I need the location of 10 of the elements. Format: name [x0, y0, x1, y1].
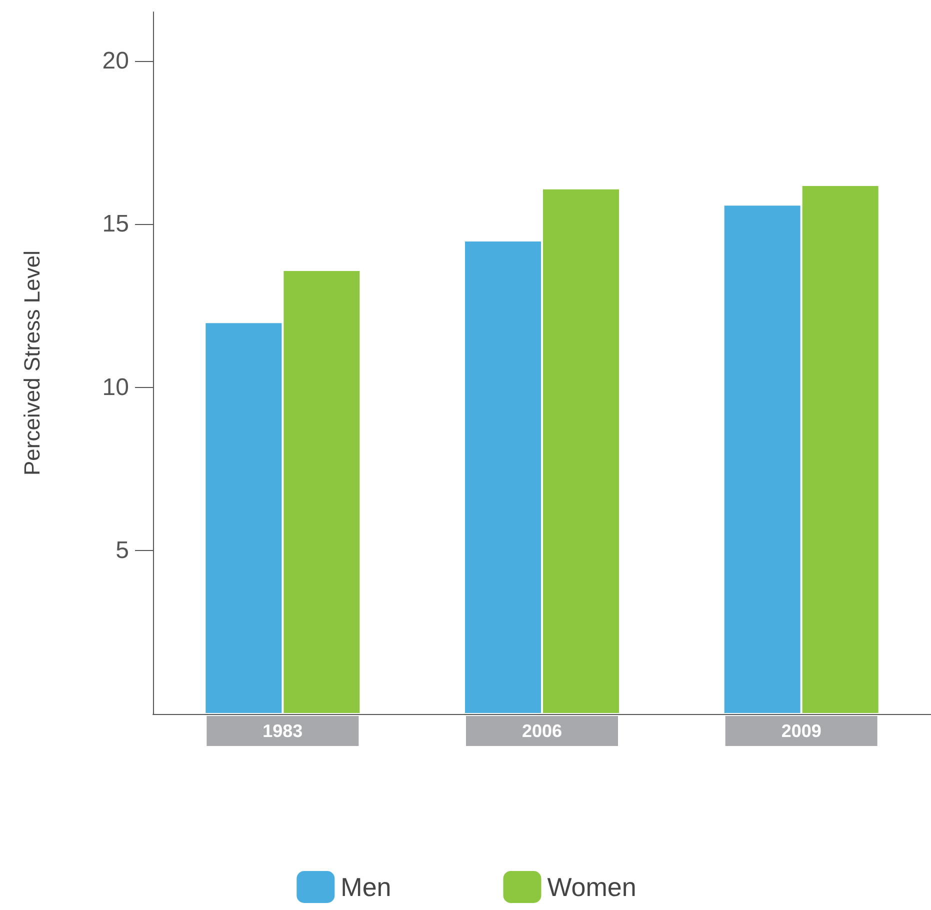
- x-tick-label: 1983: [262, 721, 303, 741]
- y-tick-label: 20: [102, 47, 129, 74]
- y-tick-label: 5: [116, 537, 129, 564]
- legend-label: Men: [340, 872, 392, 902]
- x-tick-label: 2006: [522, 721, 562, 741]
- y-axis-title: Perceived Stress Level: [20, 250, 44, 476]
- y-tick-label: 15: [102, 210, 129, 238]
- y-tick-label: 10: [102, 374, 129, 401]
- x-tick-label: 2009: [781, 721, 822, 741]
- legend-label: Women: [547, 872, 636, 902]
